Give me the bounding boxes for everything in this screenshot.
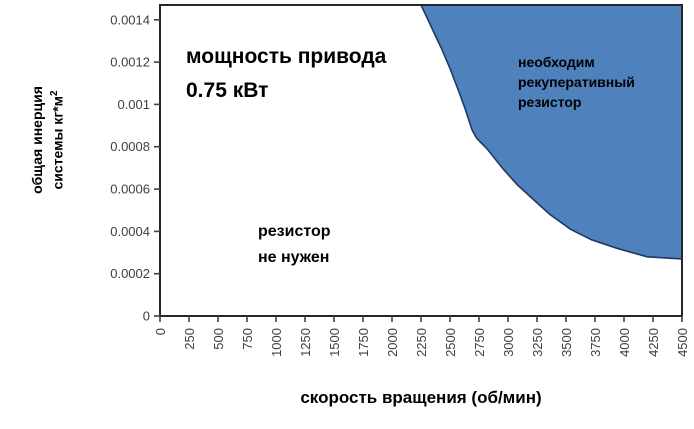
x-tick-label: 500: [211, 328, 226, 350]
y-tick-label: 0.0012: [110, 55, 150, 70]
y-tick-label: 0.0002: [110, 266, 150, 281]
x-tick-label: 3250: [530, 328, 545, 357]
x-tick-label: 1500: [327, 328, 342, 357]
y-tick-label: 0.0014: [110, 12, 150, 27]
x-tick-label: 250: [182, 328, 197, 350]
y-tick-label: 0.001: [117, 97, 150, 112]
chart-title-line1: мощность привода: [186, 45, 387, 68]
y-axis-title-line1: общая инерция: [29, 86, 45, 194]
region-label-no-resistor-line1: резистор: [258, 223, 331, 240]
y-axis-title-line2: системы кг*м2: [49, 90, 66, 190]
x-tick-label: 1750: [356, 328, 371, 357]
x-tick-label: 1000: [269, 328, 284, 357]
x-tick-label: 3000: [501, 328, 516, 357]
region-label-no-resistor-line2: не нужен: [258, 249, 330, 266]
x-tick-label: 4250: [646, 328, 661, 357]
x-tick-label: 3500: [559, 328, 574, 357]
y-tick-label: 0.0006: [110, 182, 150, 197]
y-tick-label: 0: [143, 309, 150, 324]
x-tick-label: 4000: [617, 328, 632, 357]
x-tick-label: 750: [240, 328, 255, 350]
chart-title: мощность привода 0.75 кВт: [186, 40, 386, 108]
x-tick-label: 4500: [675, 328, 690, 357]
region-label-recuperative-line2: рекуперативный: [518, 74, 635, 90]
resistor-required-region: [421, 5, 682, 259]
x-tick-label: 2250: [414, 328, 429, 357]
y-axis-title: общая инерция системы кг*м2: [29, 70, 66, 210]
x-tick-label: 0: [153, 328, 168, 335]
y-axis-title-superscript: 2: [49, 90, 60, 97]
y-tick-label: 0.0008: [110, 139, 150, 154]
region-label-recuperative-resistor: необходим рекуперативный резистор: [518, 52, 635, 112]
x-tick-label: 2500: [443, 328, 458, 357]
x-tick-label: 3750: [588, 328, 603, 357]
region-label-recuperative-line1: необходим: [518, 54, 595, 70]
x-tick-label: 2750: [472, 328, 487, 357]
y-tick-label: 0.0004: [110, 224, 150, 239]
x-tick-label: 1250: [298, 328, 313, 357]
region-label-recuperative-line3: резистор: [518, 94, 582, 110]
region-label-no-resistor: резистор не нужен: [258, 219, 331, 271]
boundary-curve: [420, 4, 683, 260]
x-axis-title: скорость вращения (об/мин): [300, 388, 542, 407]
chart-title-line2: 0.75 кВт: [186, 79, 269, 102]
x-tick-label: 2000: [385, 328, 400, 357]
